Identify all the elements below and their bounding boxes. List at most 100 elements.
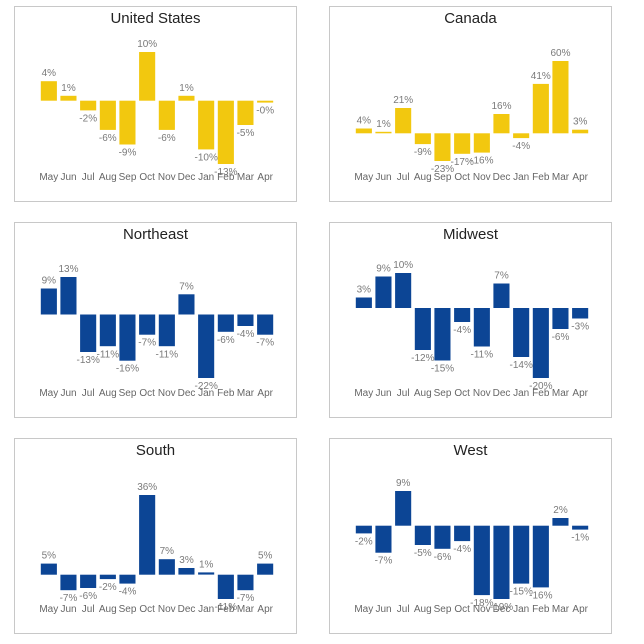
x-tick-label: Mar bbox=[552, 172, 570, 183]
x-tick-label: Nov bbox=[473, 172, 491, 183]
x-tick-label: Mar bbox=[237, 388, 255, 399]
data-label: -18% bbox=[470, 598, 493, 609]
bar-feb bbox=[532, 525, 549, 588]
bar-may bbox=[40, 81, 57, 101]
x-tick-label: Dec bbox=[493, 604, 511, 615]
chart-title: West bbox=[453, 442, 488, 459]
data-label: 3% bbox=[573, 117, 588, 128]
x-tick-label: May bbox=[354, 172, 373, 183]
bar-jul bbox=[395, 273, 412, 308]
x-tick-label: Jun bbox=[60, 604, 76, 615]
bar-jul bbox=[395, 491, 412, 526]
x-tick-label: Oct bbox=[139, 604, 155, 615]
bar-dec bbox=[178, 294, 195, 315]
data-label: -13% bbox=[77, 355, 100, 366]
chart-panel-canada: Canada 4% May 1% Jun 21% Jul -9% Aug -23% Sep -17%… bbox=[329, 6, 612, 202]
data-label: -6% bbox=[158, 133, 176, 144]
x-tick-label: Jan bbox=[513, 604, 529, 615]
data-label: 9% bbox=[42, 276, 57, 287]
data-label: -14% bbox=[510, 360, 533, 371]
data-label: 2% bbox=[553, 505, 568, 516]
bar-oct bbox=[139, 52, 156, 101]
data-label: -10% bbox=[195, 152, 218, 163]
x-tick-label: Feb bbox=[532, 172, 550, 183]
data-label: -6% bbox=[434, 552, 452, 563]
data-label: -4% bbox=[119, 587, 137, 598]
bar-jul bbox=[80, 314, 97, 352]
data-label: 1% bbox=[61, 83, 76, 94]
chart-title: Midwest bbox=[442, 226, 498, 243]
data-label: -7% bbox=[375, 556, 393, 567]
x-tick-label: Jul bbox=[397, 604, 410, 615]
data-label: -7% bbox=[256, 338, 274, 349]
data-label: -9% bbox=[119, 148, 137, 159]
bar-oct bbox=[454, 525, 471, 542]
data-label: -11% bbox=[470, 350, 493, 361]
x-tick-label: Aug bbox=[414, 604, 432, 615]
bar-mar bbox=[237, 314, 254, 326]
bar-sep bbox=[434, 525, 451, 549]
bar-nov bbox=[158, 314, 175, 347]
x-tick-label: Sep bbox=[434, 172, 452, 183]
bar-jan bbox=[513, 525, 530, 584]
data-label: -5% bbox=[414, 548, 432, 559]
bar-apr bbox=[572, 525, 589, 530]
bar-chart-canada: 4% May 1% Jun 21% Jul -9% Aug-23%Sep -17% Oct-16%… bbox=[354, 48, 588, 183]
x-tick-label: May bbox=[354, 604, 373, 615]
x-tick-label: Dec bbox=[178, 388, 196, 399]
x-tick-label: Jan bbox=[198, 172, 214, 183]
x-tick-label: May bbox=[39, 172, 58, 183]
data-label: 16% bbox=[491, 101, 511, 112]
bar-chart-south: 5%May-7%Jun-6%Jul-2%Aug-4%Sep36%Oct7%Nov… bbox=[39, 482, 273, 615]
bar-may bbox=[355, 525, 372, 534]
bar-oct bbox=[139, 314, 156, 335]
bar-dec bbox=[493, 525, 510, 599]
x-tick-label: Dec bbox=[178, 172, 196, 183]
x-tick-label: Oct bbox=[139, 172, 155, 183]
x-tick-label: Dec bbox=[493, 172, 511, 183]
x-tick-label: Apr bbox=[572, 388, 588, 399]
data-label: 9% bbox=[396, 478, 411, 489]
bar-jul bbox=[395, 108, 412, 134]
chart-panel-northeast: Northeast 9% May 13% Jun -13% Jul -11% Aug -16% S… bbox=[14, 222, 297, 418]
data-label: -2% bbox=[355, 536, 373, 547]
data-label: 10% bbox=[137, 39, 157, 50]
data-label: -7% bbox=[60, 593, 78, 604]
bar-jun bbox=[375, 131, 392, 134]
data-label: -4% bbox=[453, 325, 471, 336]
data-label: 1% bbox=[376, 119, 391, 130]
data-label: -6% bbox=[552, 332, 570, 343]
x-tick-label: Feb bbox=[532, 388, 550, 399]
data-label: -1% bbox=[571, 533, 589, 544]
x-tick-label: Sep bbox=[119, 388, 137, 399]
bar-jan bbox=[198, 572, 215, 575]
bar-jun bbox=[375, 276, 392, 308]
data-label: -4% bbox=[237, 329, 255, 340]
x-tick-label: Apr bbox=[572, 172, 588, 183]
data-label: -13% bbox=[214, 167, 237, 178]
data-label: -11% bbox=[96, 349, 119, 360]
data-label: 21% bbox=[393, 95, 413, 106]
x-tick-label: May bbox=[354, 388, 373, 399]
data-label: -11% bbox=[155, 349, 178, 360]
x-tick-label: Feb bbox=[217, 388, 235, 399]
bar-dec bbox=[178, 95, 195, 101]
x-tick-label: Aug bbox=[414, 388, 432, 399]
data-label: -15% bbox=[431, 364, 454, 375]
x-tick-label: Sep bbox=[434, 388, 452, 399]
x-tick-label: Feb bbox=[532, 604, 550, 615]
bar-aug bbox=[99, 100, 116, 130]
x-tick-label: Jul bbox=[82, 172, 95, 183]
data-label: -9% bbox=[414, 147, 432, 158]
data-label: -20% bbox=[529, 381, 552, 392]
x-tick-label: Oct bbox=[139, 388, 155, 399]
x-tick-label: Jul bbox=[82, 604, 95, 615]
data-label: -4% bbox=[453, 544, 471, 555]
x-tick-label: Jul bbox=[397, 172, 410, 183]
data-label: -16% bbox=[470, 156, 493, 167]
bar-feb bbox=[532, 308, 549, 378]
data-label: 13% bbox=[58, 264, 78, 275]
bar-nov bbox=[158, 559, 175, 575]
data-label: 5% bbox=[258, 551, 273, 562]
bar-dec bbox=[493, 283, 510, 308]
